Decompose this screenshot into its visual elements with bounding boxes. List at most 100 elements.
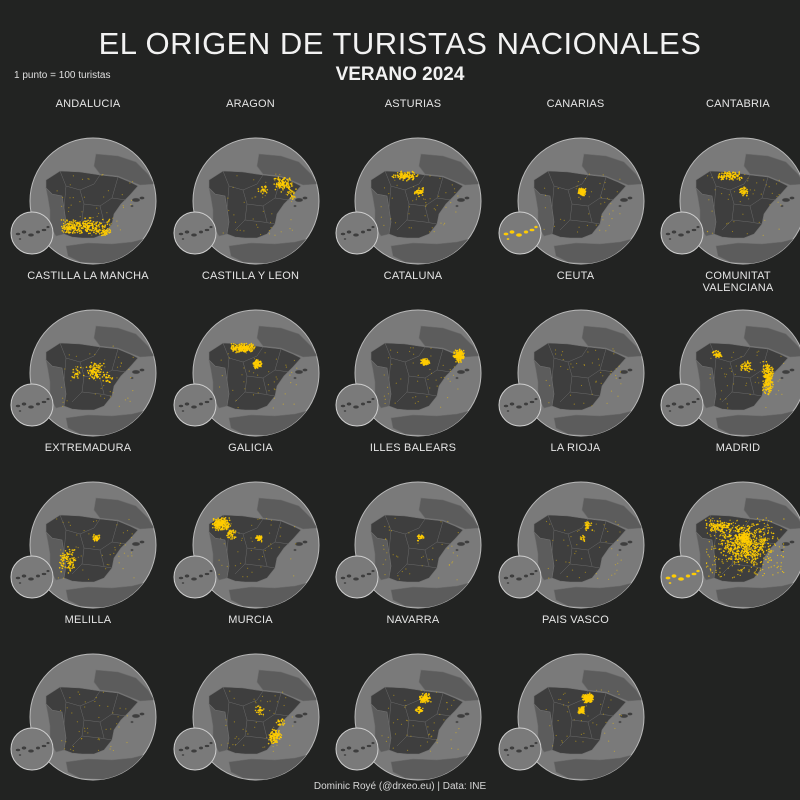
region-border [244,719,275,741]
panel-label: CASTILLA Y LEON [201,270,300,282]
neighbor-france [93,497,155,530]
balearic-island [456,713,466,719]
region-border [274,713,289,717]
balearic-island [626,368,633,372]
region-border [63,529,67,553]
canary-island [533,397,538,401]
canary-island [523,230,528,234]
canary-inset-circle [335,211,379,255]
canary-island [198,402,203,406]
balearic-island [780,204,784,208]
region-border [71,735,83,747]
balearic-island [455,720,459,724]
balearic-island [626,196,633,200]
region-border [551,529,554,553]
canary-island [508,402,515,406]
canary-inset-circle [10,383,54,427]
canary-island [15,404,21,408]
neighbor-france [418,153,480,186]
canary-island [352,405,360,409]
region-border [396,563,408,575]
region-border [99,377,105,395]
canary-island [505,409,510,413]
tourist-dots [545,689,622,752]
canary-island [208,569,213,573]
panel-label: COMUNITAT VALENCIANA [702,270,774,294]
canary-island [198,746,203,750]
canary-island [35,746,41,750]
balearic-island [780,548,784,552]
balearic-island [139,712,145,716]
region-border [63,357,67,381]
region-border [721,391,733,403]
canary-island [340,748,346,752]
canary-island [343,581,347,585]
region-border [274,197,289,201]
balearic-island [789,368,795,372]
tourist-dots [218,342,297,409]
canary-island [502,232,509,236]
canary-island [343,753,347,757]
canary-island [502,576,509,580]
region-border [559,563,570,575]
neighbor-france [418,497,480,530]
canary-island [41,744,47,748]
region-border [234,563,245,575]
map-panel: PAIS VASCO [496,614,656,786]
canary-island [198,574,203,578]
balearic-island [456,197,466,203]
region-border [244,375,275,397]
region-border [551,701,554,725]
neighbor-france [581,153,643,186]
canary-island [508,230,515,234]
region-border [569,719,600,741]
canary-island [505,581,510,585]
region-border [262,549,267,567]
canary-island [685,574,691,578]
map-panel: MADRID [658,442,800,614]
canary-island [668,581,672,585]
region-border [226,701,229,725]
region-border [713,185,717,209]
canary-island [696,225,700,229]
canary-island [340,404,346,408]
canary-island [340,232,346,236]
canary-island [183,574,190,578]
scale-note: 1 punto = 100 turistas [14,70,111,81]
region-border [244,547,275,569]
region-border [396,219,408,231]
map-panel: GALICIA [171,442,331,614]
canary-island [41,572,47,576]
canary-island [21,402,27,406]
canary-island [208,397,213,401]
balearic-island [464,540,470,544]
balearic-island [292,204,297,208]
tourist-dots [709,349,785,409]
spain-map [498,653,644,781]
canary-island [668,409,672,413]
region-border [587,721,592,739]
balearic-island [139,196,145,200]
canary-island [665,404,671,408]
region-border [81,719,113,741]
map-panel: ASTURIAS [333,98,493,270]
spain-map [335,309,482,437]
balearic-island [619,713,628,719]
panel-label: ARAGON [226,98,275,110]
region-border [599,197,614,201]
panel-label: NAVARRA [386,614,440,626]
region-border [551,357,554,381]
canary-island [352,233,360,237]
canary-island [180,409,185,413]
balearic-island [617,204,622,208]
canary-island [46,225,50,229]
spain-map [335,653,482,781]
region-border [569,547,600,569]
canary-island [27,577,35,581]
region-border [569,203,600,225]
canary-inset-circle [335,727,379,771]
canary-island [371,569,375,573]
neighbor-france [418,325,480,358]
tourist-dots [545,348,621,407]
canary-island [366,228,372,232]
